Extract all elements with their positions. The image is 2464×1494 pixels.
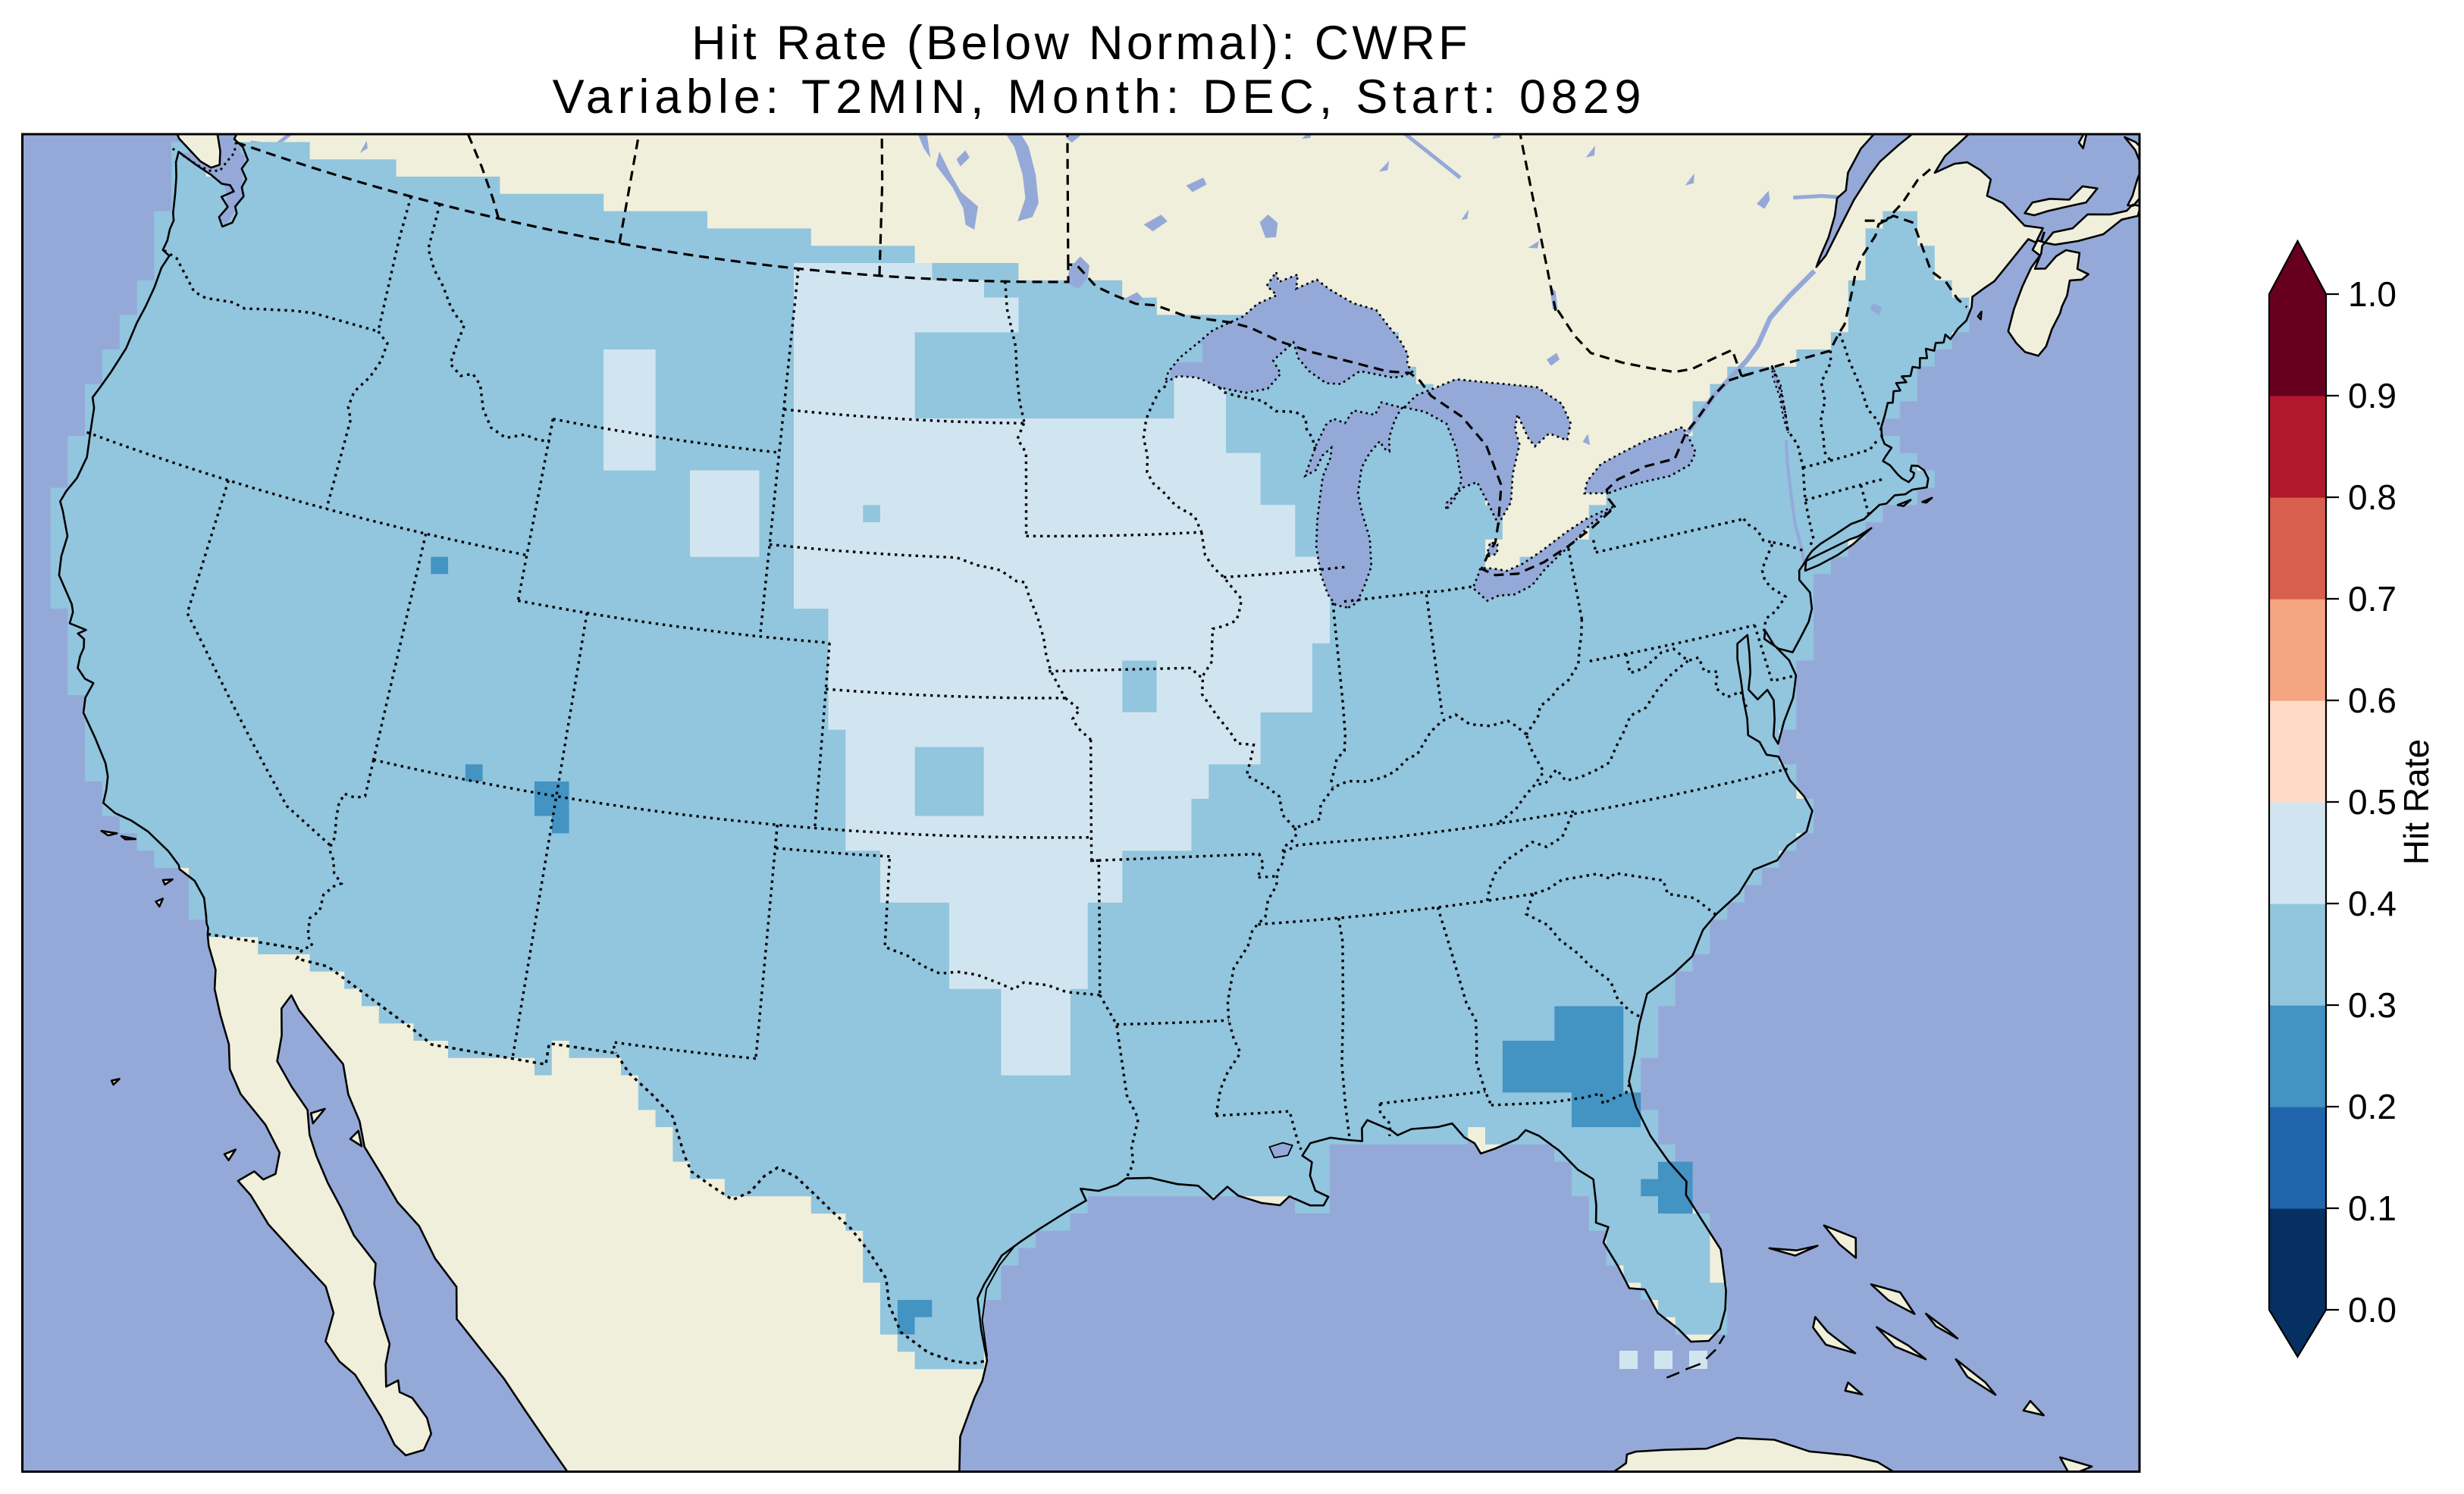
svg-text:0.6: 0.6 xyxy=(2348,681,2397,720)
svg-text:1.0: 1.0 xyxy=(2348,274,2397,314)
svg-text:0.5: 0.5 xyxy=(2348,782,2397,822)
svg-text:0.1: 0.1 xyxy=(2348,1189,2397,1228)
svg-text:0.7: 0.7 xyxy=(2348,579,2397,619)
svg-text:0.2: 0.2 xyxy=(2348,1087,2397,1126)
svg-text:0.9: 0.9 xyxy=(2348,376,2397,415)
svg-text:0.3: 0.3 xyxy=(2348,985,2397,1025)
svg-text:0.0: 0.0 xyxy=(2348,1290,2397,1330)
svg-text:0.8: 0.8 xyxy=(2348,478,2397,517)
svg-text:Hit Rate: Hit Rate xyxy=(2397,739,2436,865)
svg-text:0.4: 0.4 xyxy=(2348,884,2397,923)
